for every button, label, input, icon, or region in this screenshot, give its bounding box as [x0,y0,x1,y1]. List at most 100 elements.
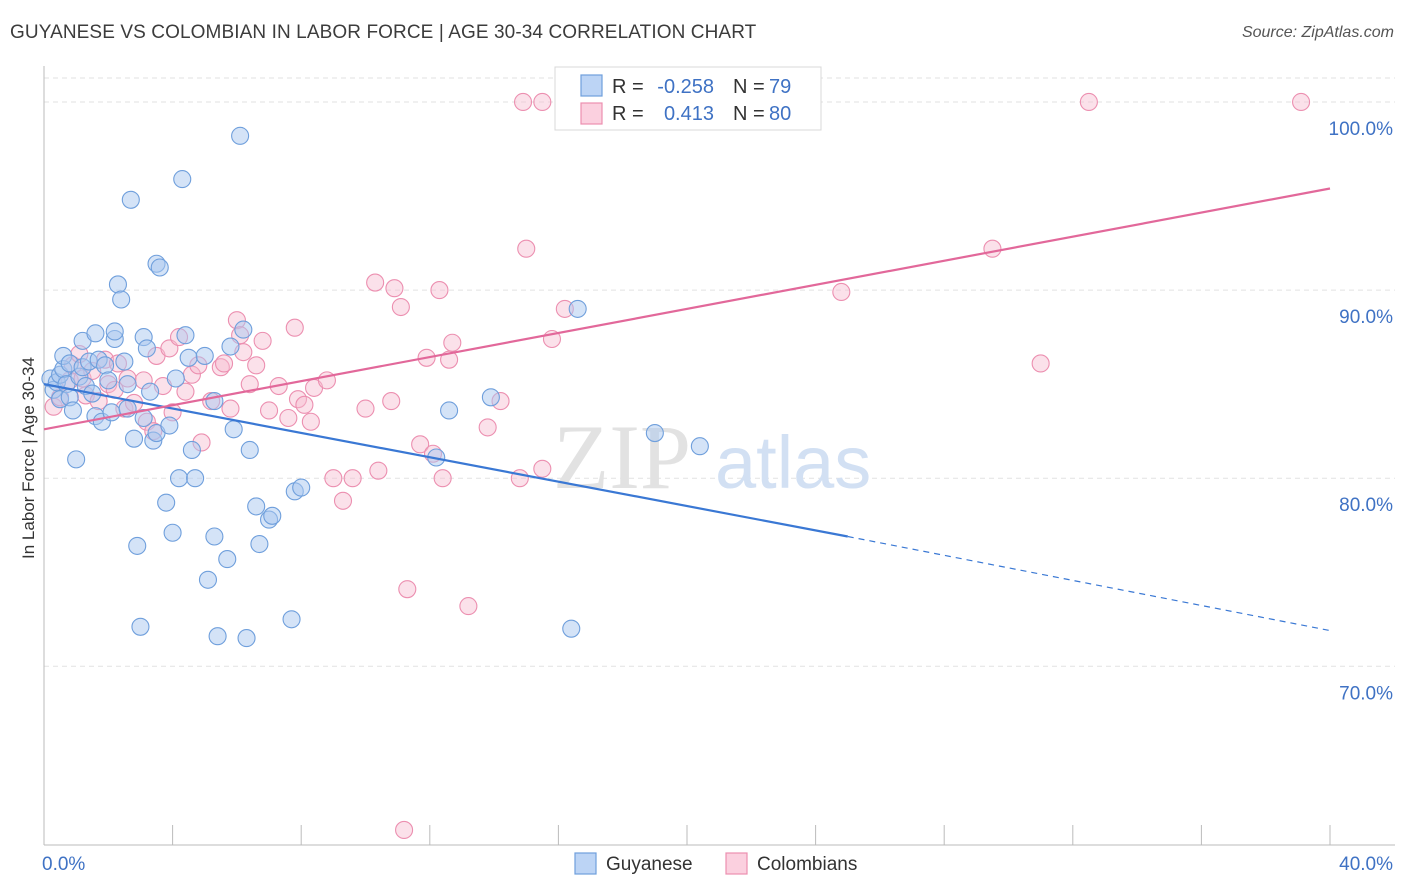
colombians-point [385,279,404,298]
guyanese-point [282,610,301,629]
bottom-legend-label-colombians: Colombians [757,854,857,875]
colombians-point [176,382,195,401]
y-tick-label: 90.0% [1339,307,1393,328]
series-legend: Guyanese Colombians [574,852,857,875]
colombians-point [343,469,362,488]
watermark-zip: ZIP [553,406,691,508]
colombians-point [443,333,462,352]
colombians-point [430,281,449,300]
colombians-point [391,297,410,317]
guyanese-point [121,190,140,209]
guyanese-point [247,497,266,516]
guyanese-point [108,275,127,294]
correlation-legend: R = -0.258 N = 79 R = 0.413 N = 80 [554,66,822,131]
legend-n-value-colombians: 80 [769,103,791,125]
gridlines [44,77,1395,667]
guyanese-point [99,371,118,390]
guyanese-point [137,339,156,358]
colombians-point [478,418,497,437]
x-tick-labels: 0.0% 40.0% [42,854,1393,875]
colombians-point [253,331,272,350]
colombians-point [295,395,314,414]
guyanese-point [221,337,240,356]
chart-title: GUYANESE VS COLOMBIAN IN LABOR FORCE | A… [10,22,757,43]
colombians-point [333,491,353,510]
colombians-point [513,92,533,112]
legend-swatch-guyanese [580,74,603,97]
colombians-point [433,469,452,488]
colombians-point [1079,92,1098,112]
guyanese-point [231,126,250,145]
guyanese-point [150,258,169,277]
guyanese-points [41,126,709,648]
trend-lines [43,187,1331,632]
guyanese-point [562,619,581,638]
legend-r-label-guyanese: R = [612,76,644,98]
colombians-point [366,273,385,292]
legend-r-label-colombians: R = [612,103,644,125]
guyanese-trend-extension [847,535,1331,632]
guyanese-point [224,420,243,439]
guyanese-point [481,388,500,407]
guyanese-point [205,527,224,546]
colombians-point [983,239,1002,258]
guyanese-point [86,324,105,343]
guyanese-point [205,392,224,411]
guyanese-point [195,346,214,365]
legend-swatch-colombians [580,102,603,125]
colombians-point [517,239,536,258]
guyanese-point [198,570,218,589]
y-tick-label: 80.0% [1339,495,1393,516]
y-axis-title: In Labor Force | Age 30-34 [19,357,38,559]
colombians-trend-line [43,187,1331,431]
colombians-point [1031,354,1050,373]
colombians-point [259,401,279,420]
watermark-atlas: atlas [715,421,871,504]
guyanese-point [105,322,124,341]
y-tick-labels: 70.0% 80.0% 90.0% 100.0% [1329,119,1394,704]
guyanese-point [182,440,201,460]
bottom-legend-swatch-guyanese [574,852,597,875]
guyanese-point [292,478,311,497]
x-tick-label: 40.0% [1339,854,1393,875]
colombians-point [240,375,259,394]
guyanese-point [263,506,282,525]
colombians-point [221,399,240,418]
colombians-point [533,92,552,112]
legend-r-value-guyanese: -0.258 [657,76,714,98]
guyanese-point [176,326,195,345]
bottom-legend-swatch-colombians [725,852,748,875]
x-tick-label: 0.0% [42,854,85,875]
guyanese-point [440,401,459,420]
guyanese-point [134,408,153,428]
guyanese-point [645,423,664,443]
colombians-point [398,580,417,599]
legend-n-value-guyanese: 79 [769,76,791,98]
guyanese-point [208,627,227,646]
colombians-point [533,459,552,478]
colombians-point [324,469,343,488]
colombians-point [301,412,320,431]
colombians-point [369,461,388,480]
colombians-point [356,399,375,418]
guyanese-point [96,356,115,375]
y-tick-label: 100.0% [1329,119,1394,140]
colombians-point [279,408,298,428]
guyanese-point [234,320,253,339]
guyanese-point [112,290,131,309]
colombians-point [247,356,266,375]
guyanese-point [169,469,189,488]
guyanese-point [568,299,587,318]
guyanese-point [141,382,160,401]
guyanese-point [131,617,150,636]
source-label: Source: ZipAtlas.com [1241,24,1394,41]
legend-n-label-guyanese: N = [733,76,765,98]
colombians-point [285,318,304,337]
guyanese-point [160,416,179,435]
guyanese-point [63,401,82,420]
y-tick-label: 70.0% [1339,683,1393,704]
guyanese-point [115,352,134,371]
guyanese-point [67,450,86,469]
colombians-point [411,435,430,454]
